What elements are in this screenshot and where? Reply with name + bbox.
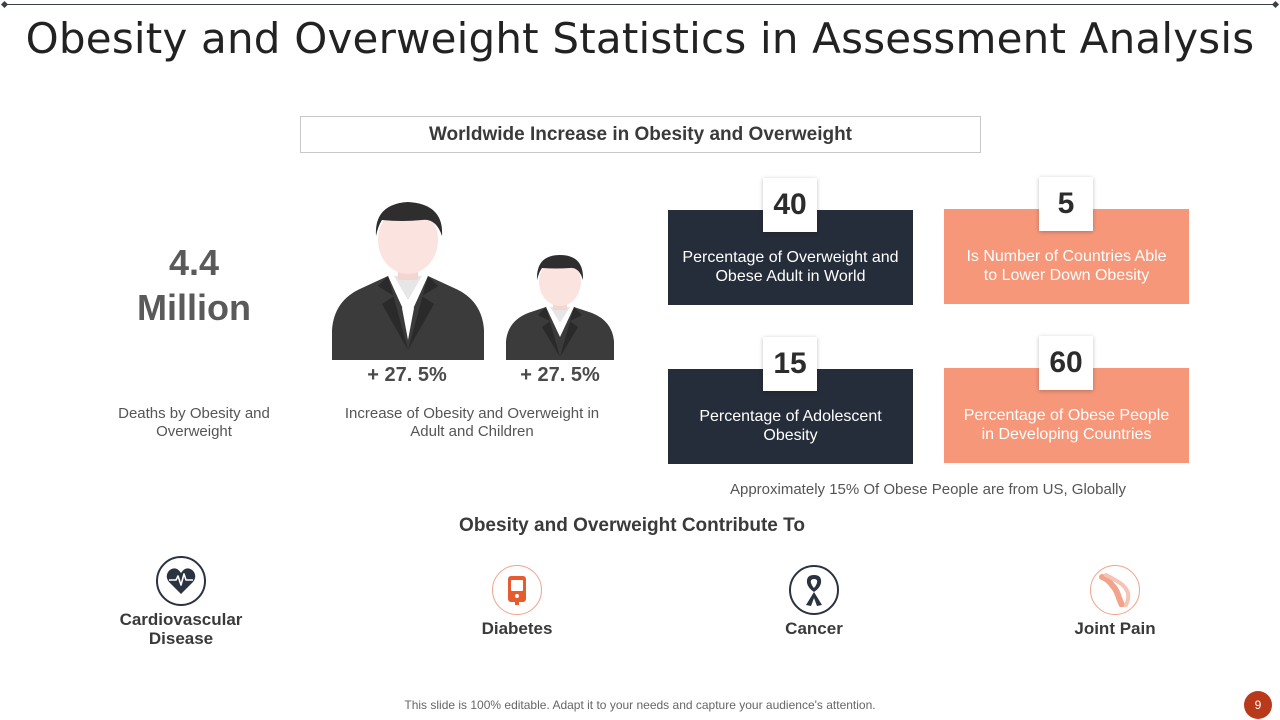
adult-person-icon: [332, 202, 484, 360]
condition-label-cardiovascular: Cardiovascular Disease: [119, 610, 243, 648]
knee-joint-icon: [1090, 565, 1140, 615]
stat-card-text: Percentage of Overweight and Obese Adult…: [682, 248, 899, 285]
top-divider: [4, 4, 1276, 5]
section-subtitle: Worldwide Increase in Obesity and Overwe…: [300, 116, 981, 153]
stat-card-text: Is Number of Countries Able to Lower Dow…: [966, 247, 1167, 284]
adult-increase-pct: + 27. 5%: [367, 364, 447, 386]
heart-pulse-icon: [156, 556, 206, 606]
stat-card-text: Percentage of Obese People in Developing…: [963, 406, 1170, 443]
stat-card-text: Percentage of Adolescent Obesity: [699, 407, 882, 444]
condition-label-joint-pain: Joint Pain: [1074, 619, 1156, 638]
condition-label-diabetes: Diabetes: [481, 619, 553, 638]
deaths-value: 4.4: [168, 242, 220, 283]
stat-card-countries: Is Number of Countries Able to Lower Dow…: [944, 209, 1189, 304]
footer-note: This slide is 100% editable. Adapt it to…: [404, 698, 876, 712]
increase-caption: Increase of Obesity and Overweight in Ad…: [344, 405, 600, 440]
glucose-meter-icon: [492, 565, 542, 615]
deaths-stat: 4.4 Million: [94, 240, 294, 330]
awareness-ribbon-icon: [789, 565, 839, 615]
stat-card-number: 60: [1039, 336, 1093, 390]
us-note: Approximately 15% Of Obese People are fr…: [729, 481, 1126, 498]
child-person-icon: [506, 255, 614, 360]
contribute-heading: Obesity and Overweight Contribute To: [459, 515, 805, 536]
stat-card-number: 5: [1039, 177, 1093, 231]
stat-card-number: 40: [763, 178, 817, 232]
slide-title: Obesity and Overweight Statistics in Ass…: [25, 14, 1255, 63]
child-increase-pct: + 27. 5%: [520, 364, 600, 386]
page-number-badge: 9: [1244, 691, 1272, 719]
deaths-unit: Million: [137, 287, 251, 328]
deaths-caption: Deaths by Obesity and Overweight: [118, 405, 270, 440]
condition-label-cancer: Cancer: [785, 619, 843, 638]
stat-card-number: 15: [763, 337, 817, 391]
